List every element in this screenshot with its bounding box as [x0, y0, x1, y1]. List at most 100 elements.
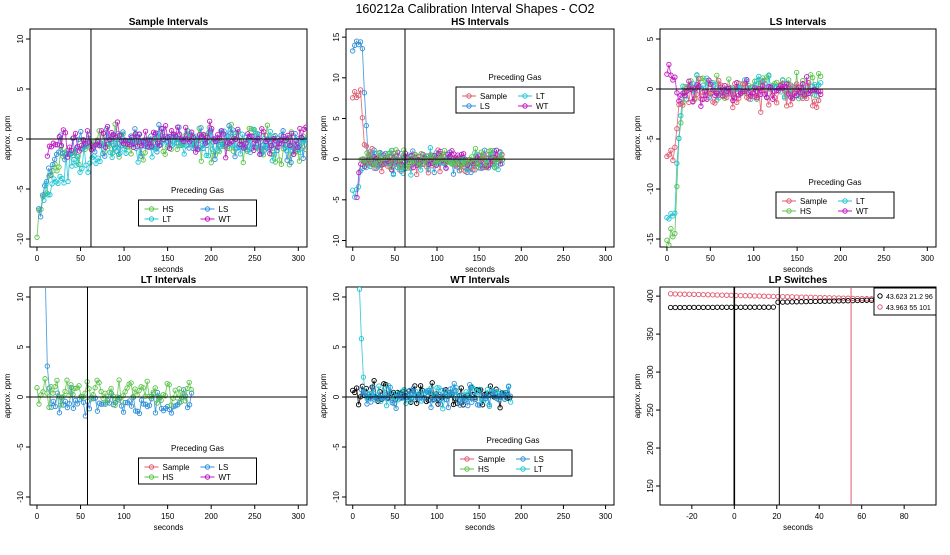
data-point: [283, 137, 289, 144]
data-point: [140, 385, 146, 391]
data-point: [712, 100, 718, 106]
data-point: [676, 98, 682, 104]
data-point: [59, 175, 65, 182]
data-point: [465, 402, 471, 409]
data-point: [696, 83, 702, 89]
data-point: [672, 304, 678, 311]
data-point: [710, 87, 716, 93]
x-tick-label: 100: [430, 512, 444, 521]
data-point: [418, 391, 424, 397]
x-tick-label: 150: [161, 512, 175, 521]
data-point: [162, 151, 168, 157]
data-point: [280, 128, 286, 134]
data-point: [93, 160, 99, 167]
y-tick-label: 150: [646, 479, 655, 493]
data-point: [493, 147, 500, 153]
data-point: [698, 103, 704, 109]
data-point: [188, 390, 195, 396]
data-point: [58, 142, 65, 149]
x-tick-label: 0: [35, 254, 40, 263]
data-point: [818, 80, 824, 86]
legend-label: WT: [856, 207, 869, 216]
data-point: [65, 178, 71, 185]
data-point: [738, 304, 744, 310]
data-point: [476, 402, 483, 408]
data-point: [459, 164, 465, 170]
data-point: [43, 181, 49, 187]
data-point: [118, 398, 124, 404]
data-point: [216, 148, 222, 155]
data-point: [47, 192, 53, 198]
data-point: [691, 291, 697, 298]
data-point: [73, 162, 79, 168]
data-point: [722, 82, 728, 89]
data-point: [691, 304, 697, 311]
y-tick-label: 350: [646, 327, 655, 341]
data-point: [726, 76, 732, 82]
legend-swatch-point: [877, 304, 883, 310]
data-point: [403, 400, 409, 407]
data-point: [366, 159, 372, 165]
data-point: [479, 402, 486, 408]
data-point: [761, 304, 767, 310]
data-point: [111, 142, 117, 148]
data-point: [507, 393, 514, 399]
data-point: [176, 386, 182, 392]
y-tick-label: -10: [16, 233, 25, 245]
legend-label: LS: [219, 463, 229, 472]
data-point: [300, 155, 306, 161]
data-point: [447, 153, 453, 159]
data-point: [117, 150, 123, 156]
y-tick-label: 15: [332, 32, 341, 41]
legend-swatch-point: [520, 466, 526, 472]
data-point: [45, 192, 51, 198]
data-point: [42, 376, 48, 382]
data-point: [198, 125, 204, 131]
data-point: [705, 304, 711, 311]
data-point: [794, 92, 800, 99]
data-point: [146, 393, 152, 399]
data-point: [205, 134, 211, 141]
data-point: [377, 162, 384, 168]
data-point: [123, 150, 129, 156]
data-point: [440, 406, 446, 412]
data-point: [128, 380, 134, 386]
data-point: [417, 383, 424, 389]
series-line: [666, 72, 822, 247]
x-tick-label: 40: [815, 512, 824, 521]
data-point: [471, 386, 477, 392]
x-axis-label: seconds: [154, 265, 184, 274]
data-point: [401, 147, 407, 153]
data-point: [126, 398, 133, 404]
data-point: [109, 154, 115, 161]
data-point: [188, 386, 194, 393]
data-point: [122, 137, 129, 143]
legend: Preceding Gas Sample LS HS WT: [138, 444, 257, 485]
legend-label: WT: [219, 473, 232, 482]
data-point: [124, 385, 130, 391]
data-point: [278, 161, 285, 167]
data-point: [742, 293, 748, 299]
data-point: [247, 133, 253, 139]
data-point: [46, 404, 52, 410]
y-tick-label: -15: [646, 233, 655, 245]
data-point: [38, 214, 44, 220]
data-point: [375, 150, 382, 156]
data-point: [381, 155, 388, 161]
figure-title: 160212a Calibration Interval Shapes - CO…: [355, 2, 594, 16]
data-point: [670, 157, 676, 164]
data-point: [686, 78, 692, 84]
data-point: [705, 292, 711, 298]
y-tick-label: -10: [646, 183, 655, 195]
legend-swatch-point: [877, 293, 883, 299]
legend-swatch-point: [842, 198, 848, 204]
data-point: [370, 384, 376, 390]
data-point: [766, 102, 772, 108]
data-point: [358, 386, 364, 393]
data-point: [152, 410, 159, 416]
data-point: [249, 133, 255, 139]
data-point: [678, 112, 684, 119]
data-point: [272, 133, 278, 139]
y-tick-label: 0: [646, 86, 655, 91]
data-point: [728, 292, 734, 298]
